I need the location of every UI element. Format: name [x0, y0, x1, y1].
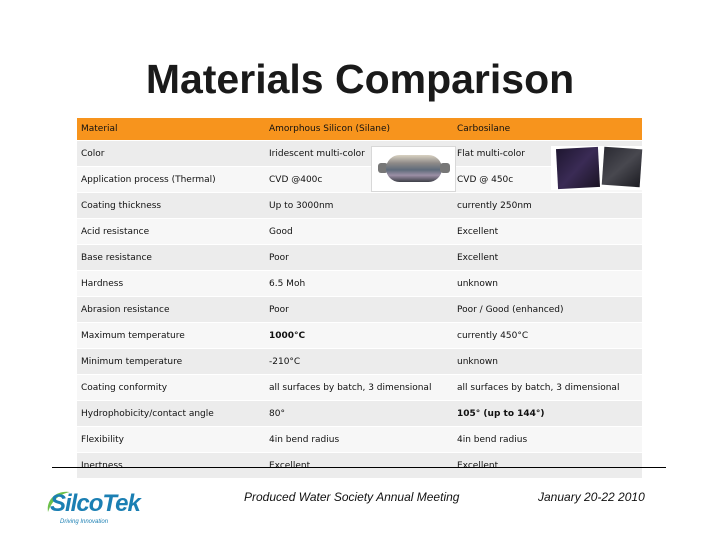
table-cell: -210°C	[265, 348, 453, 375]
table-cell: 4in bend radius	[453, 426, 642, 453]
table-cell: Inertness	[77, 452, 265, 479]
table-cell: Hardness	[77, 270, 265, 297]
coated-wafer-gray	[601, 146, 643, 188]
table-row: Maximum temperature 1000°C currently 450…	[77, 322, 642, 349]
silane-sample-image	[371, 146, 456, 192]
table-cell: Excellent	[453, 452, 642, 479]
footer-divider	[52, 467, 666, 468]
table-cell: Hydrophobicity/contact angle	[77, 400, 265, 427]
table-cell: Flexibility	[77, 426, 265, 453]
table-cell: currently 250nm	[453, 192, 642, 219]
table-cell: Flat multi-color	[453, 140, 642, 167]
table-row: Acid resistance Good Excellent	[77, 218, 642, 245]
table-cell: Good	[265, 218, 453, 245]
table-row: Coating thickness Up to 3000nm currently…	[77, 192, 642, 219]
logo-wordmark: SilcoTek	[50, 490, 141, 517]
table-cell: all surfaces by batch, 3 dimensional	[265, 374, 453, 401]
table-cell: Excellent	[453, 218, 642, 245]
table-row: Flexibility 4in bend radius 4in bend rad…	[77, 426, 642, 453]
table-cell: Amorphous Silicon (Silane)	[265, 118, 453, 141]
table-row: Inertness Excellent Excellent	[77, 452, 642, 479]
table-header-row: Material Amorphous Silicon (Silane) Carb…	[77, 118, 642, 141]
coated-cylinder-picture	[386, 155, 442, 182]
table-cell: currently 450°C	[453, 322, 642, 349]
table-cell: Color	[77, 140, 265, 167]
company-logo: SilcoTek Driving Innovation	[44, 484, 144, 534]
table-cell: 6.5 Moh	[265, 270, 453, 297]
table-cell: all surfaces by batch, 3 dimensional	[453, 374, 642, 401]
slide-title: Materials Comparison	[145, 56, 575, 102]
table-cell: Maximum temperature	[77, 322, 265, 349]
logo-swoosh-icon	[47, 491, 70, 512]
table-cell: 80°	[265, 400, 453, 427]
logo-tagline: Driving Innovation	[60, 519, 109, 525]
table-cell: Poor	[265, 296, 453, 323]
table-row: Hydrophobicity/contact angle 80° 105° (u…	[77, 400, 642, 427]
table-cell: Excellent	[453, 244, 642, 271]
table-cell: Material	[77, 118, 265, 141]
table-row: Abrasion resistance Poor Poor / Good (en…	[77, 296, 642, 323]
table-row: Minimum temperature -210°C unknown	[77, 348, 642, 375]
table-cell: unknown	[453, 348, 642, 375]
table-cell: Poor	[265, 244, 453, 271]
cylinder-cap-left	[378, 163, 388, 173]
carbosilane-sample-image	[551, 146, 643, 190]
table-cell: Carbosilane	[453, 118, 642, 141]
table-cell: Minimum temperature	[77, 348, 265, 375]
cylinder-cap-right	[440, 163, 450, 173]
table-cell: 105° (up to 144°)	[453, 400, 642, 427]
table-cell: Coating conformity	[77, 374, 265, 401]
footer-event: Produced Water Society Annual Meeting	[244, 490, 460, 504]
footer-date: January 20-22 2010	[538, 490, 645, 504]
table-cell: Application process (Thermal)	[77, 166, 265, 193]
table-row: Base resistance Poor Excellent	[77, 244, 642, 271]
coated-wafer-dark	[555, 146, 601, 190]
table-cell: 1000°C	[265, 322, 453, 349]
table-cell: Coating thickness	[77, 192, 265, 219]
table-cell: Excellent	[265, 452, 453, 479]
table-cell: 4in bend radius	[265, 426, 453, 453]
table-cell: Poor / Good (enhanced)	[453, 296, 642, 323]
table-row: Coating conformity all surfaces by batch…	[77, 374, 642, 401]
table-cell: Acid resistance	[77, 218, 265, 245]
table-cell: unknown	[453, 270, 642, 297]
table-cell: Abrasion resistance	[77, 296, 265, 323]
table-cell: Up to 3000nm	[265, 192, 453, 219]
table-row: Hardness 6.5 Moh unknown	[77, 270, 642, 297]
comparison-table: Material Amorphous Silicon (Silane) Carb…	[77, 118, 642, 479]
table-cell: Base resistance	[77, 244, 265, 271]
